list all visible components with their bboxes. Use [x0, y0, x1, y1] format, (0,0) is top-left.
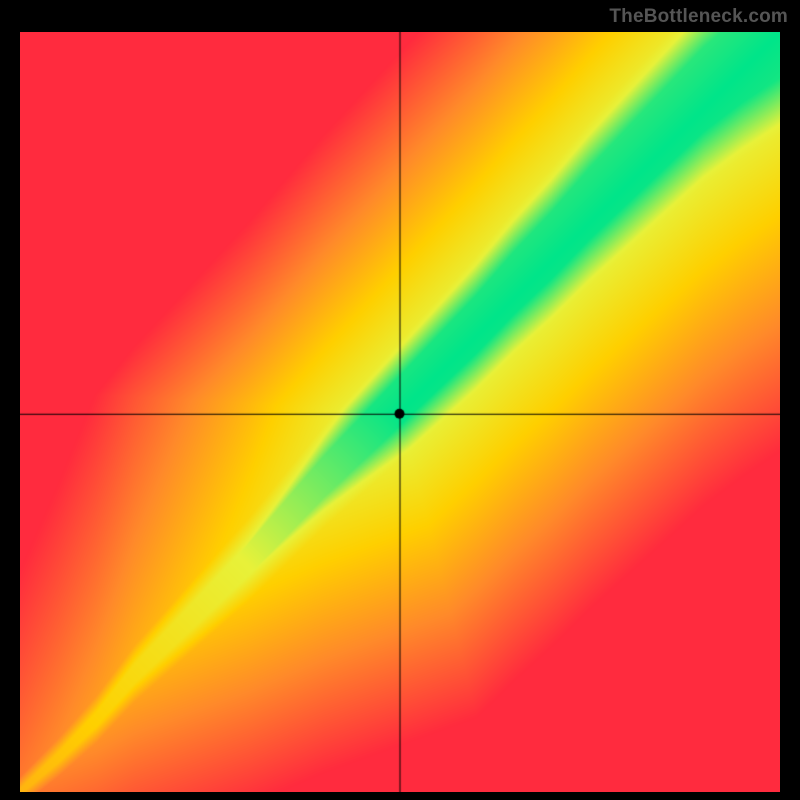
- watermark-text: TheBottleneck.com: [609, 6, 788, 28]
- heatmap-plot: [20, 32, 780, 792]
- chart-container: TheBottleneck.com: [0, 0, 800, 800]
- heatmap-canvas: [20, 32, 780, 792]
